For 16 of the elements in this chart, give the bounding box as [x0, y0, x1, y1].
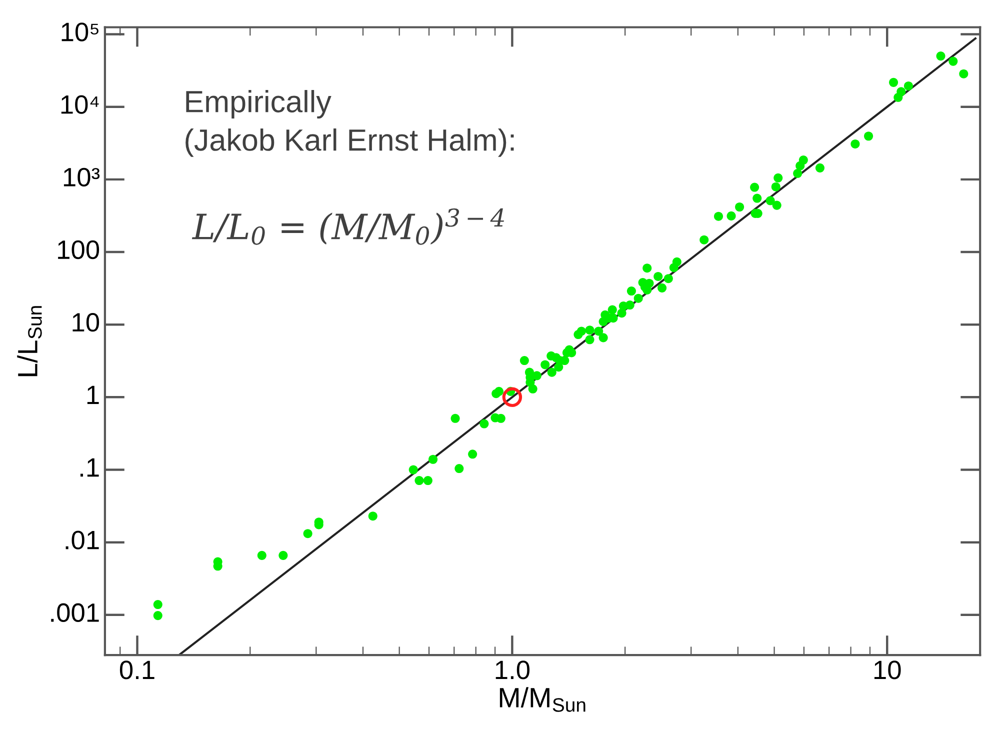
y-tick-label: .1	[80, 458, 99, 477]
annotation: Empirically (Jakob Karl Ernst Halm):	[186, 90, 514, 157]
y-tick-label: 10⁵	[62, 22, 98, 42]
x-axis-title: M/M$_{Sun}$	[500, 687, 586, 712]
y-tick-label: 10	[72, 312, 100, 332]
y-tick-label: 100	[58, 240, 100, 260]
annotation: L/L$_{0}$ = (M/M$_{0}$)$^{3−4}$	[192, 208, 504, 245]
x-tick-label: 1.0	[496, 660, 530, 680]
x-tick-label: 10	[874, 660, 901, 680]
x-tick-label: 0.1	[120, 660, 154, 680]
y-tick-label: 1	[87, 386, 99, 404]
y-tick-label: 10³	[64, 168, 100, 187]
y-tick-label: .001	[51, 603, 99, 622]
y-tick-label: 10⁴	[61, 95, 99, 114]
y-tick-label: .01	[66, 530, 99, 550]
y-axis-title: L/L$_{Sun}$	[17, 306, 42, 376]
